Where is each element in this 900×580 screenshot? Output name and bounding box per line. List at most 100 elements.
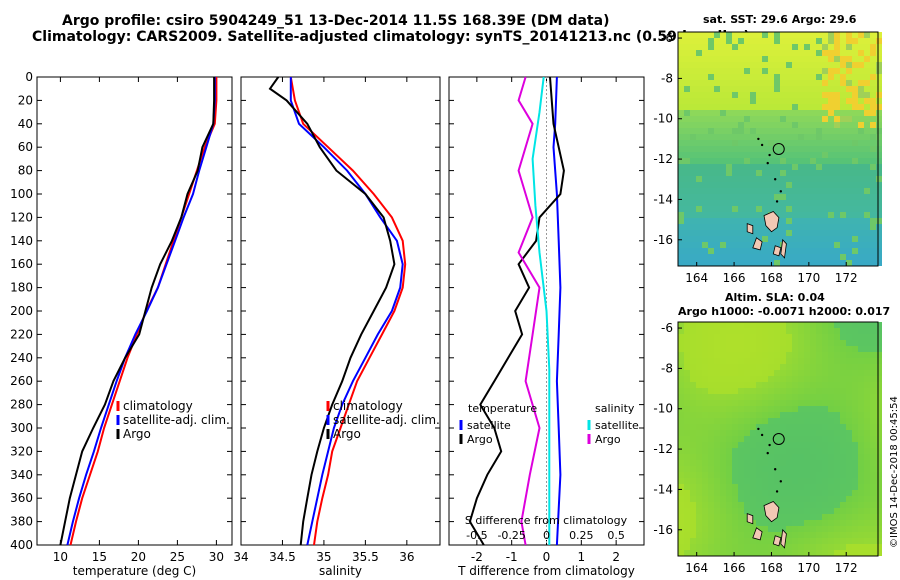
map-cell — [810, 484, 816, 490]
map-cell — [720, 424, 726, 430]
map-cell — [792, 340, 798, 346]
map-cell — [876, 502, 882, 508]
map-cell — [690, 490, 696, 496]
map-cell — [744, 478, 750, 484]
sst-map-frame — [677, 31, 879, 267]
map-cell — [678, 206, 684, 212]
map-cell — [678, 158, 684, 164]
map-cell — [858, 248, 864, 254]
map-cell — [840, 472, 846, 478]
map-cell — [738, 206, 744, 212]
map-cell — [726, 194, 732, 200]
map-cell — [720, 514, 726, 520]
map-cell — [828, 260, 834, 266]
map-cell — [732, 194, 738, 200]
map-cell — [798, 448, 804, 454]
map-cell — [858, 430, 864, 436]
map-cell — [846, 260, 852, 266]
map-cell — [828, 92, 834, 98]
map-cell — [762, 328, 768, 334]
map-cell — [858, 448, 864, 454]
map-cell — [678, 242, 684, 248]
map-cell — [690, 92, 696, 98]
map-cell — [852, 496, 858, 502]
map-cell — [840, 254, 846, 260]
map-cell — [732, 80, 738, 86]
map-cell — [786, 146, 792, 152]
map-cell — [678, 430, 684, 436]
map-cell — [870, 526, 876, 532]
map-cell — [678, 122, 684, 128]
map-cell — [678, 454, 684, 460]
map-cell — [798, 212, 804, 218]
map-cell — [768, 122, 774, 128]
map-cell — [684, 98, 690, 104]
map-cell — [816, 188, 822, 194]
map-cell — [756, 86, 762, 92]
map-cell — [816, 424, 822, 430]
map-cell — [690, 550, 696, 556]
map-cell — [864, 152, 870, 158]
map-cell — [708, 176, 714, 182]
map-cell — [708, 206, 714, 212]
map-cell — [714, 164, 720, 170]
map-cell — [738, 38, 744, 44]
map-cell — [858, 424, 864, 430]
map-cell — [810, 212, 816, 218]
map-cell — [744, 176, 750, 182]
map-cell — [846, 170, 852, 176]
map-cell — [738, 242, 744, 248]
map-cell — [744, 242, 750, 248]
map-cell — [702, 460, 708, 466]
map-cell — [726, 122, 732, 128]
map-cell — [816, 352, 822, 358]
map-cell — [750, 340, 756, 346]
map-cell — [816, 412, 822, 418]
map-cell — [738, 164, 744, 170]
map-cell — [684, 38, 690, 44]
map-cell — [708, 496, 714, 502]
map-cell — [780, 484, 786, 490]
map-cell — [768, 170, 774, 176]
map-cell — [774, 400, 780, 406]
map-cell — [762, 454, 768, 460]
map-cell — [864, 254, 870, 260]
map-cell — [768, 116, 774, 122]
map-cell — [864, 212, 870, 218]
map-cell — [732, 212, 738, 218]
map-cell — [744, 104, 750, 110]
map-cell — [690, 400, 696, 406]
map-cell — [726, 80, 732, 86]
map-cell — [774, 122, 780, 128]
map-cell — [738, 370, 744, 376]
map-cell — [810, 340, 816, 346]
map-cell — [750, 194, 756, 200]
map-cell — [714, 478, 720, 484]
map-cell — [810, 370, 816, 376]
map-cell — [864, 490, 870, 496]
map-cell — [762, 152, 768, 158]
map-cell — [846, 520, 852, 526]
map-cell — [750, 68, 756, 74]
map-cell — [864, 478, 870, 484]
map-cell — [750, 526, 756, 532]
map-cell — [858, 218, 864, 224]
map-cell — [696, 430, 702, 436]
map-cell — [822, 116, 828, 122]
map-cell — [762, 436, 768, 442]
map-cell — [756, 218, 762, 224]
map-cell — [750, 364, 756, 370]
map-cell — [798, 140, 804, 146]
map-cell — [738, 430, 744, 436]
map-cell — [744, 200, 750, 206]
map-cell — [684, 110, 690, 116]
map-cell — [864, 134, 870, 140]
map-cell — [696, 520, 702, 526]
map-cell — [834, 370, 840, 376]
map-cell — [876, 146, 882, 152]
map-cell — [822, 122, 828, 128]
map-cell — [870, 424, 876, 430]
map-cell — [858, 74, 864, 80]
map-cell — [792, 538, 798, 544]
sla-map-xtick-label: 168 — [760, 561, 783, 575]
